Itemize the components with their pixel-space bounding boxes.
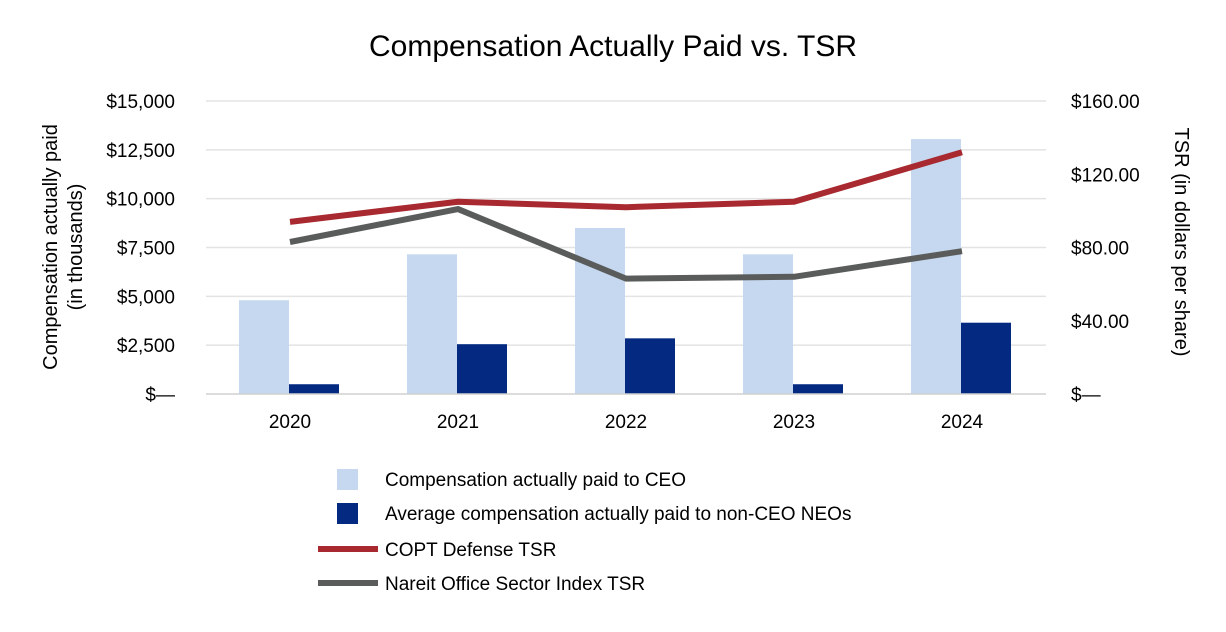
left-tick-label: $5,000: [117, 287, 175, 308]
left-tick-label: $—: [145, 385, 175, 406]
left-axis-ticks: $— $2,500 $5,000 $7,500 $10,000 $12,500 $15,00…: [106, 92, 175, 406]
left-tick-label: $12,500: [106, 141, 175, 162]
right-tick-label: $—: [1071, 385, 1101, 406]
left-tick-label: $2,500: [117, 336, 175, 357]
right-axis-ticks: $— $40.00 $80.00 $120.00 $160.00: [1071, 92, 1140, 406]
x-tick-label: 2022: [605, 412, 647, 433]
x-tick-label: 2024: [941, 412, 984, 433]
x-tick-label: 2021: [437, 412, 479, 433]
chart-title: Compensation Actually Paid vs. TSR: [369, 30, 857, 63]
right-tick-label: $160.00: [1071, 92, 1140, 113]
legend-neo-swatch: [337, 503, 358, 524]
x-tick-label: 2020: [269, 412, 311, 433]
left-tick-label: $10,000: [106, 190, 175, 211]
neo-bar: [457, 344, 507, 394]
ceo-bar: [575, 227, 625, 394]
left-axis-title-line2: (in thousands): [65, 184, 87, 311]
left-axis-title-line1: Compensation actually paid: [40, 124, 62, 370]
copt-tsr-line: [289, 149, 963, 225]
legend-ceo-swatch: [337, 469, 358, 490]
legend-label: Compensation actually paid to CEO: [385, 470, 686, 491]
left-tick-label: $7,500: [117, 239, 175, 260]
nareit-tsr-line: [289, 206, 963, 282]
tsr-lines: [289, 149, 963, 282]
right-tick-label: $40.00: [1071, 312, 1129, 333]
legend-label: COPT Defense TSR: [385, 540, 556, 561]
gridlines: [206, 100, 1046, 346]
ceo-bar: [407, 254, 457, 394]
right-tick-label: $80.00: [1071, 239, 1129, 260]
ceo-bar: [239, 300, 289, 394]
legend: Compensation actually paid to CEO Average…: [318, 469, 851, 595]
ceo-bar: [911, 139, 961, 394]
right-tick-label: $120.00: [1071, 165, 1140, 186]
left-tick-label: $15,000: [106, 92, 175, 113]
legend-label: Nareit Office Sector Index TSR: [385, 574, 645, 595]
right-axis-title: TSR (in dollars per share): [1170, 128, 1192, 357]
neo-bar: [961, 322, 1011, 394]
x-tick-label: 2023: [773, 412, 815, 433]
neo-bar: [289, 384, 339, 394]
bars: [239, 139, 1011, 394]
neo-bar: [793, 384, 843, 394]
legend-label: Average compensation actually paid to no…: [385, 504, 851, 525]
neo-bar: [625, 338, 675, 394]
x-axis-ticks: 2020 2021 2022 2023 2024: [269, 412, 984, 433]
